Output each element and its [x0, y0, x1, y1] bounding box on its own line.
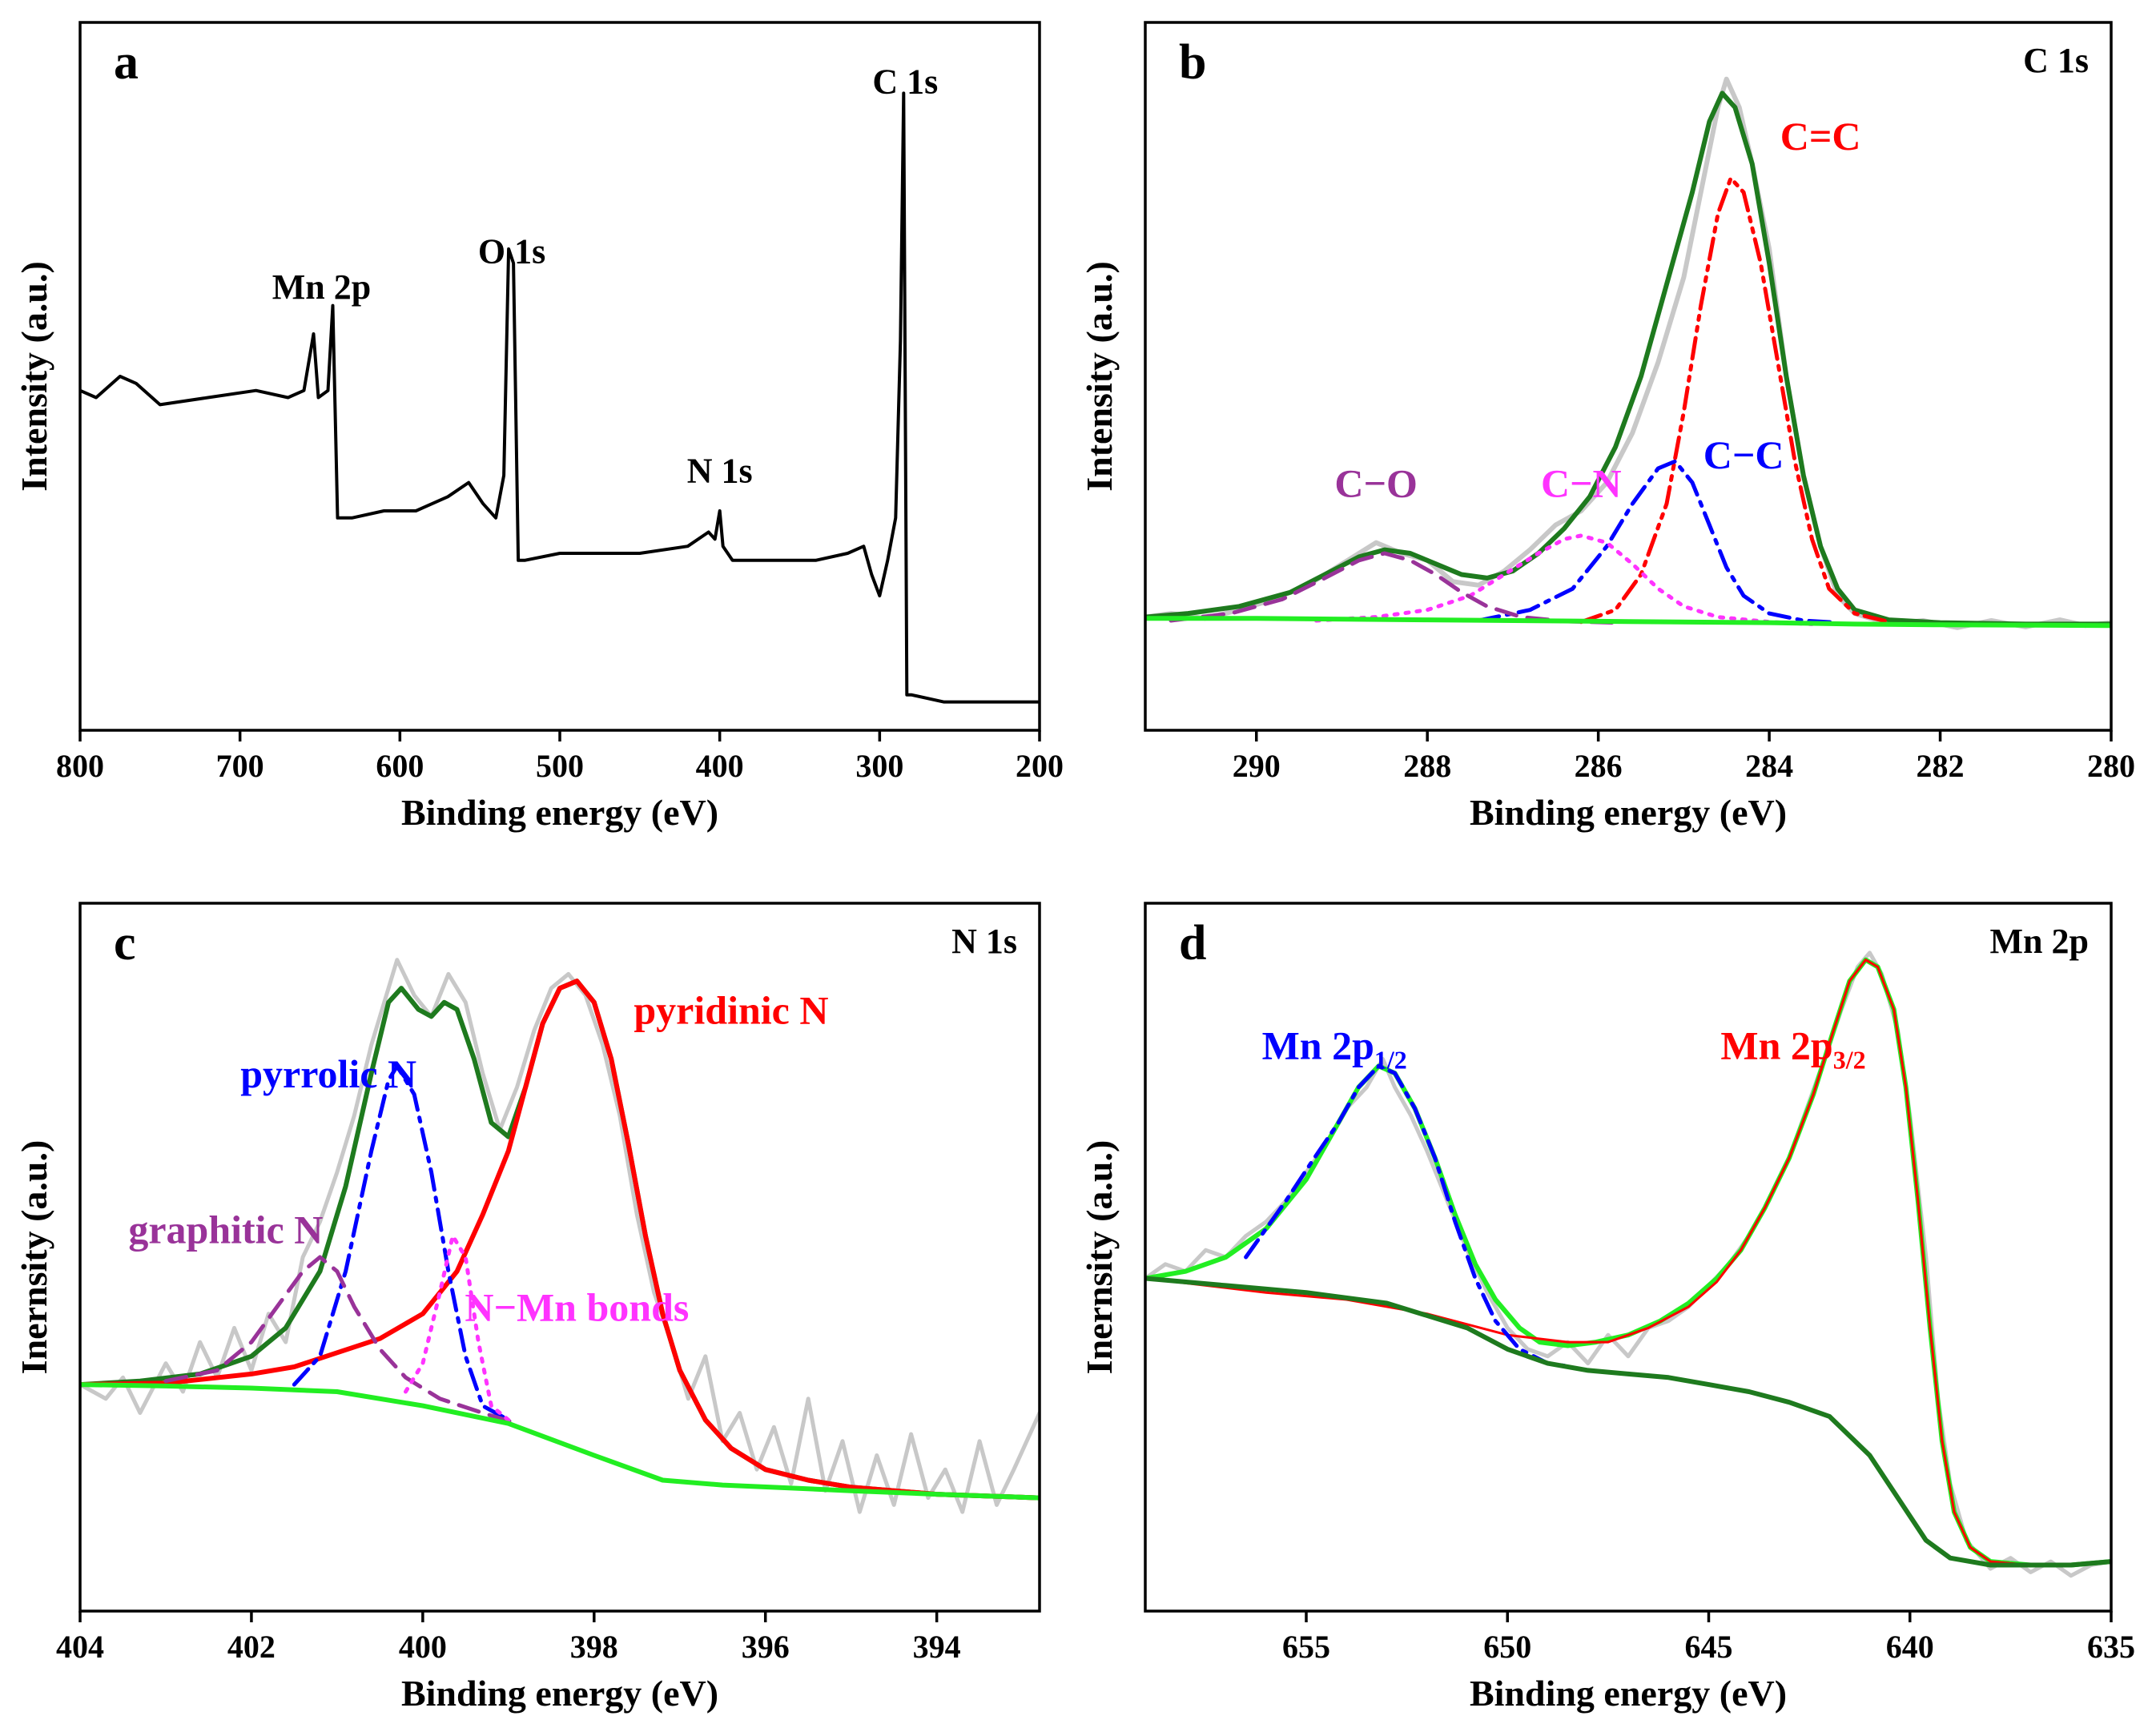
panel-d-mn2p-spectrum: 655 650 645 640 635 Binding energy (eV) Inerns… [1079, 902, 2135, 1714]
annotation-mn-2p: Mn 2p [272, 267, 371, 307]
y-axis-title: Intensity (a.u.) [14, 261, 54, 492]
x-tick-label: 290 [1233, 748, 1281, 784]
x-axis-title: Binding energy (eV) [1470, 1673, 1787, 1714]
annotation-text: Mn 2p [272, 267, 371, 307]
panel-letter: b [1179, 35, 1206, 90]
x-axis-title: Binding energy (eV) [401, 1673, 718, 1714]
x-tick-label: 396 [742, 1629, 790, 1665]
annotation-text: Mn 2p [1262, 1023, 1374, 1067]
series-c-c [1476, 459, 1840, 625]
panel-letter: d [1179, 916, 1206, 970]
y-axis-title: Inernsity (a.u.) [14, 1140, 54, 1375]
annotation-c-n: C−N [1541, 460, 1622, 505]
panel-c-n1s-spectrum: 404 402 400 398 396 394 Binding energy (eV) Ine… [14, 902, 1041, 1714]
annotation-n-mn-bonds: N−Mn bonds [465, 1285, 689, 1330]
annotation-pyridinic-n: pyridinic N [634, 987, 828, 1032]
annotation-text: Mn 2p [1720, 1023, 1832, 1067]
annotation-mn-2p-1-2: Mn 2p1/2 [1262, 1023, 1407, 1074]
annotation-text: C 1s [872, 62, 938, 101]
annotation-mn-2p-3-2: Mn 2p3/2 [1720, 1023, 1865, 1074]
annotation-o-1s: O 1s [478, 232, 545, 271]
x-tick-label: 288 [1403, 748, 1451, 784]
x-tick-label: 394 [913, 1629, 961, 1665]
annotation-text: graphitic N [128, 1207, 323, 1252]
series-c-o [1169, 551, 1618, 625]
series-background [1145, 616, 2111, 629]
x-tick-label: 400 [399, 1629, 447, 1665]
series-pyridinic-n [80, 979, 1040, 1501]
series-group [1145, 950, 2111, 1578]
panel-letter: c [114, 916, 136, 970]
x-tick-label: 645 [1685, 1629, 1733, 1665]
x-tick-label: 640 [1886, 1629, 1934, 1665]
plot-frame [1144, 902, 2113, 1613]
series-fit-envelope [1145, 90, 2111, 627]
series-c-c [1579, 176, 1891, 625]
series-background [1145, 1276, 2111, 1568]
x-tick-label: 500 [536, 748, 584, 784]
annotation-n-1s: N 1s [687, 452, 753, 491]
x-tick-label: 398 [570, 1629, 618, 1665]
x-tick-label: 282 [1917, 748, 1965, 784]
annotation-graphitic-n: graphitic N [128, 1207, 323, 1252]
y-axis-title: Intensity (a.u.) [1079, 261, 1120, 492]
annotation-pyrrolic-n: pyrrolic N [240, 1051, 416, 1096]
x-tick-label: 700 [216, 748, 264, 784]
annotation-text: C=C [1780, 114, 1861, 159]
x-tick-label: 635 [2087, 1629, 2135, 1665]
series-background [80, 1382, 1040, 1501]
x-tick-label: 200 [1016, 748, 1064, 784]
x-axis-title: Binding energy (eV) [1470, 792, 1787, 833]
annotation-subscript: 3/2 [1833, 1045, 1866, 1074]
series-pyrrolic-n [292, 1063, 511, 1422]
series-mn-2p1-2 [1244, 1063, 1575, 1369]
panel-b-c1s-spectrum: 290 288 286 284 282 280 Binding energy (eV) Int… [1079, 21, 2135, 833]
x-tick-label: 655 [1282, 1629, 1330, 1665]
annotation-c-c: C=C [1780, 114, 1861, 159]
x-tick-label: 400 [696, 748, 744, 784]
plot-frame [1144, 21, 2113, 732]
x-tick-label: 300 [855, 748, 903, 784]
annotation-text: C−N [1541, 460, 1622, 505]
region-label: N 1s [951, 922, 1017, 961]
annotation-text: pyrrolic N [240, 1051, 416, 1096]
x-axis-title: Binding energy (eV) [401, 792, 718, 833]
x-tick-label: 402 [227, 1629, 276, 1665]
x-tick-label: 280 [2087, 748, 2135, 784]
series-c-n [1314, 533, 1814, 626]
series-group [1145, 76, 2111, 630]
x-tick-label: 600 [376, 748, 424, 784]
x-tick-label: 284 [1745, 748, 1793, 784]
plot-frame [78, 902, 1041, 1613]
series-raw [80, 958, 1040, 1514]
x-tick-label: 404 [56, 1629, 104, 1665]
series-n-mn-bonds [404, 1234, 511, 1422]
series-group [80, 958, 1040, 1514]
annotation-c-c: C−C [1703, 432, 1784, 477]
region-label: Mn 2p [1990, 922, 2089, 961]
series-survey [80, 91, 1040, 704]
x-tick-label: 650 [1483, 1629, 1531, 1665]
series-mn-2p3-2 [1145, 958, 2111, 1566]
annotation-c-1s: C 1s [872, 62, 938, 101]
annotation-text: O 1s [478, 232, 545, 271]
annotation-text: N−Mn bonds [465, 1285, 689, 1330]
y-axis-title: Inernsity (a.u.) [1079, 1140, 1120, 1375]
annotation-c-o: C−O [1334, 460, 1418, 505]
x-tick-label: 286 [1575, 748, 1623, 784]
annotation-subscript: 1/2 [1374, 1045, 1407, 1074]
panel-a-survey-spectrum: 800 700 600 500 400 300 200 Binding energy (eV)… [14, 21, 1064, 833]
panel-letter: a [114, 35, 139, 90]
annotation-text: C−C [1703, 432, 1784, 477]
x-tick-label: 800 [56, 748, 104, 784]
series-group [80, 91, 1040, 704]
series-graphitic-n [163, 1255, 519, 1426]
annotation-text: C−O [1334, 460, 1418, 505]
region-label: C 1s [2023, 41, 2089, 80]
annotation-text: N 1s [687, 452, 753, 491]
annotation-text: pyridinic N [634, 987, 828, 1032]
